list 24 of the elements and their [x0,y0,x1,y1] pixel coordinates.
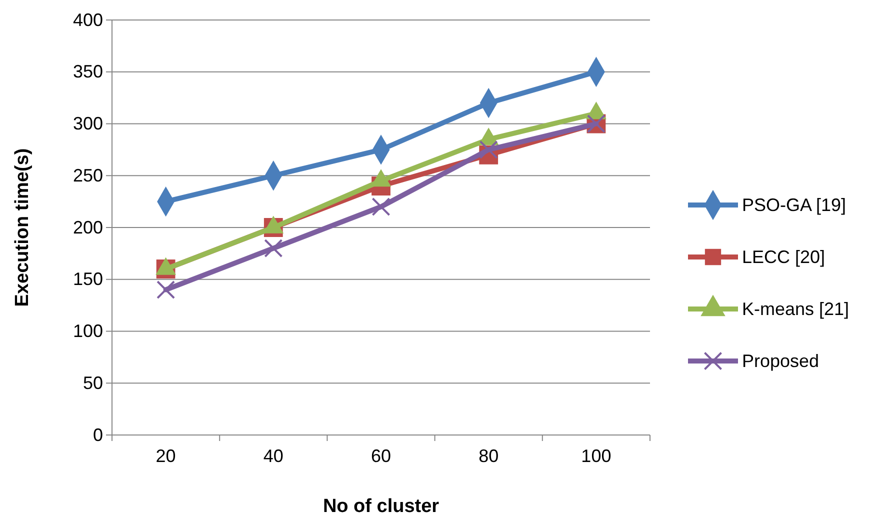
y-tick-label: 300 [72,114,103,134]
point [372,197,390,216]
y-tick-label: 200 [72,217,103,238]
point [156,280,176,300]
legend-label: Proposed [742,351,820,371]
y-tick-label: 400 [72,10,103,30]
point [264,238,283,258]
y-tick-label: 250 [72,165,103,186]
y-tick-label: 0 [92,424,103,445]
x-tick-label: 60 [370,446,392,466]
x-axis-title: No of cluster [322,496,440,517]
y-axis-title: Execution time(s) [12,148,33,307]
legend-label: LECC [20] [742,247,826,267]
y-tick-label: 150 [72,269,103,290]
legend-label: K-means [21] [742,299,850,319]
x-tick-label: 100 [581,446,612,466]
x-tick-label: 40 [263,446,284,466]
y-tick-label: 50 [82,372,103,393]
y-tick-label: 100 [72,321,103,342]
y-tick-label: 350 [72,62,103,82]
point [479,140,498,159]
x-tick-label: 20 [156,446,176,466]
x-tick-label: 80 [478,446,499,466]
legend-label: PSO-GA [19] [742,195,846,215]
